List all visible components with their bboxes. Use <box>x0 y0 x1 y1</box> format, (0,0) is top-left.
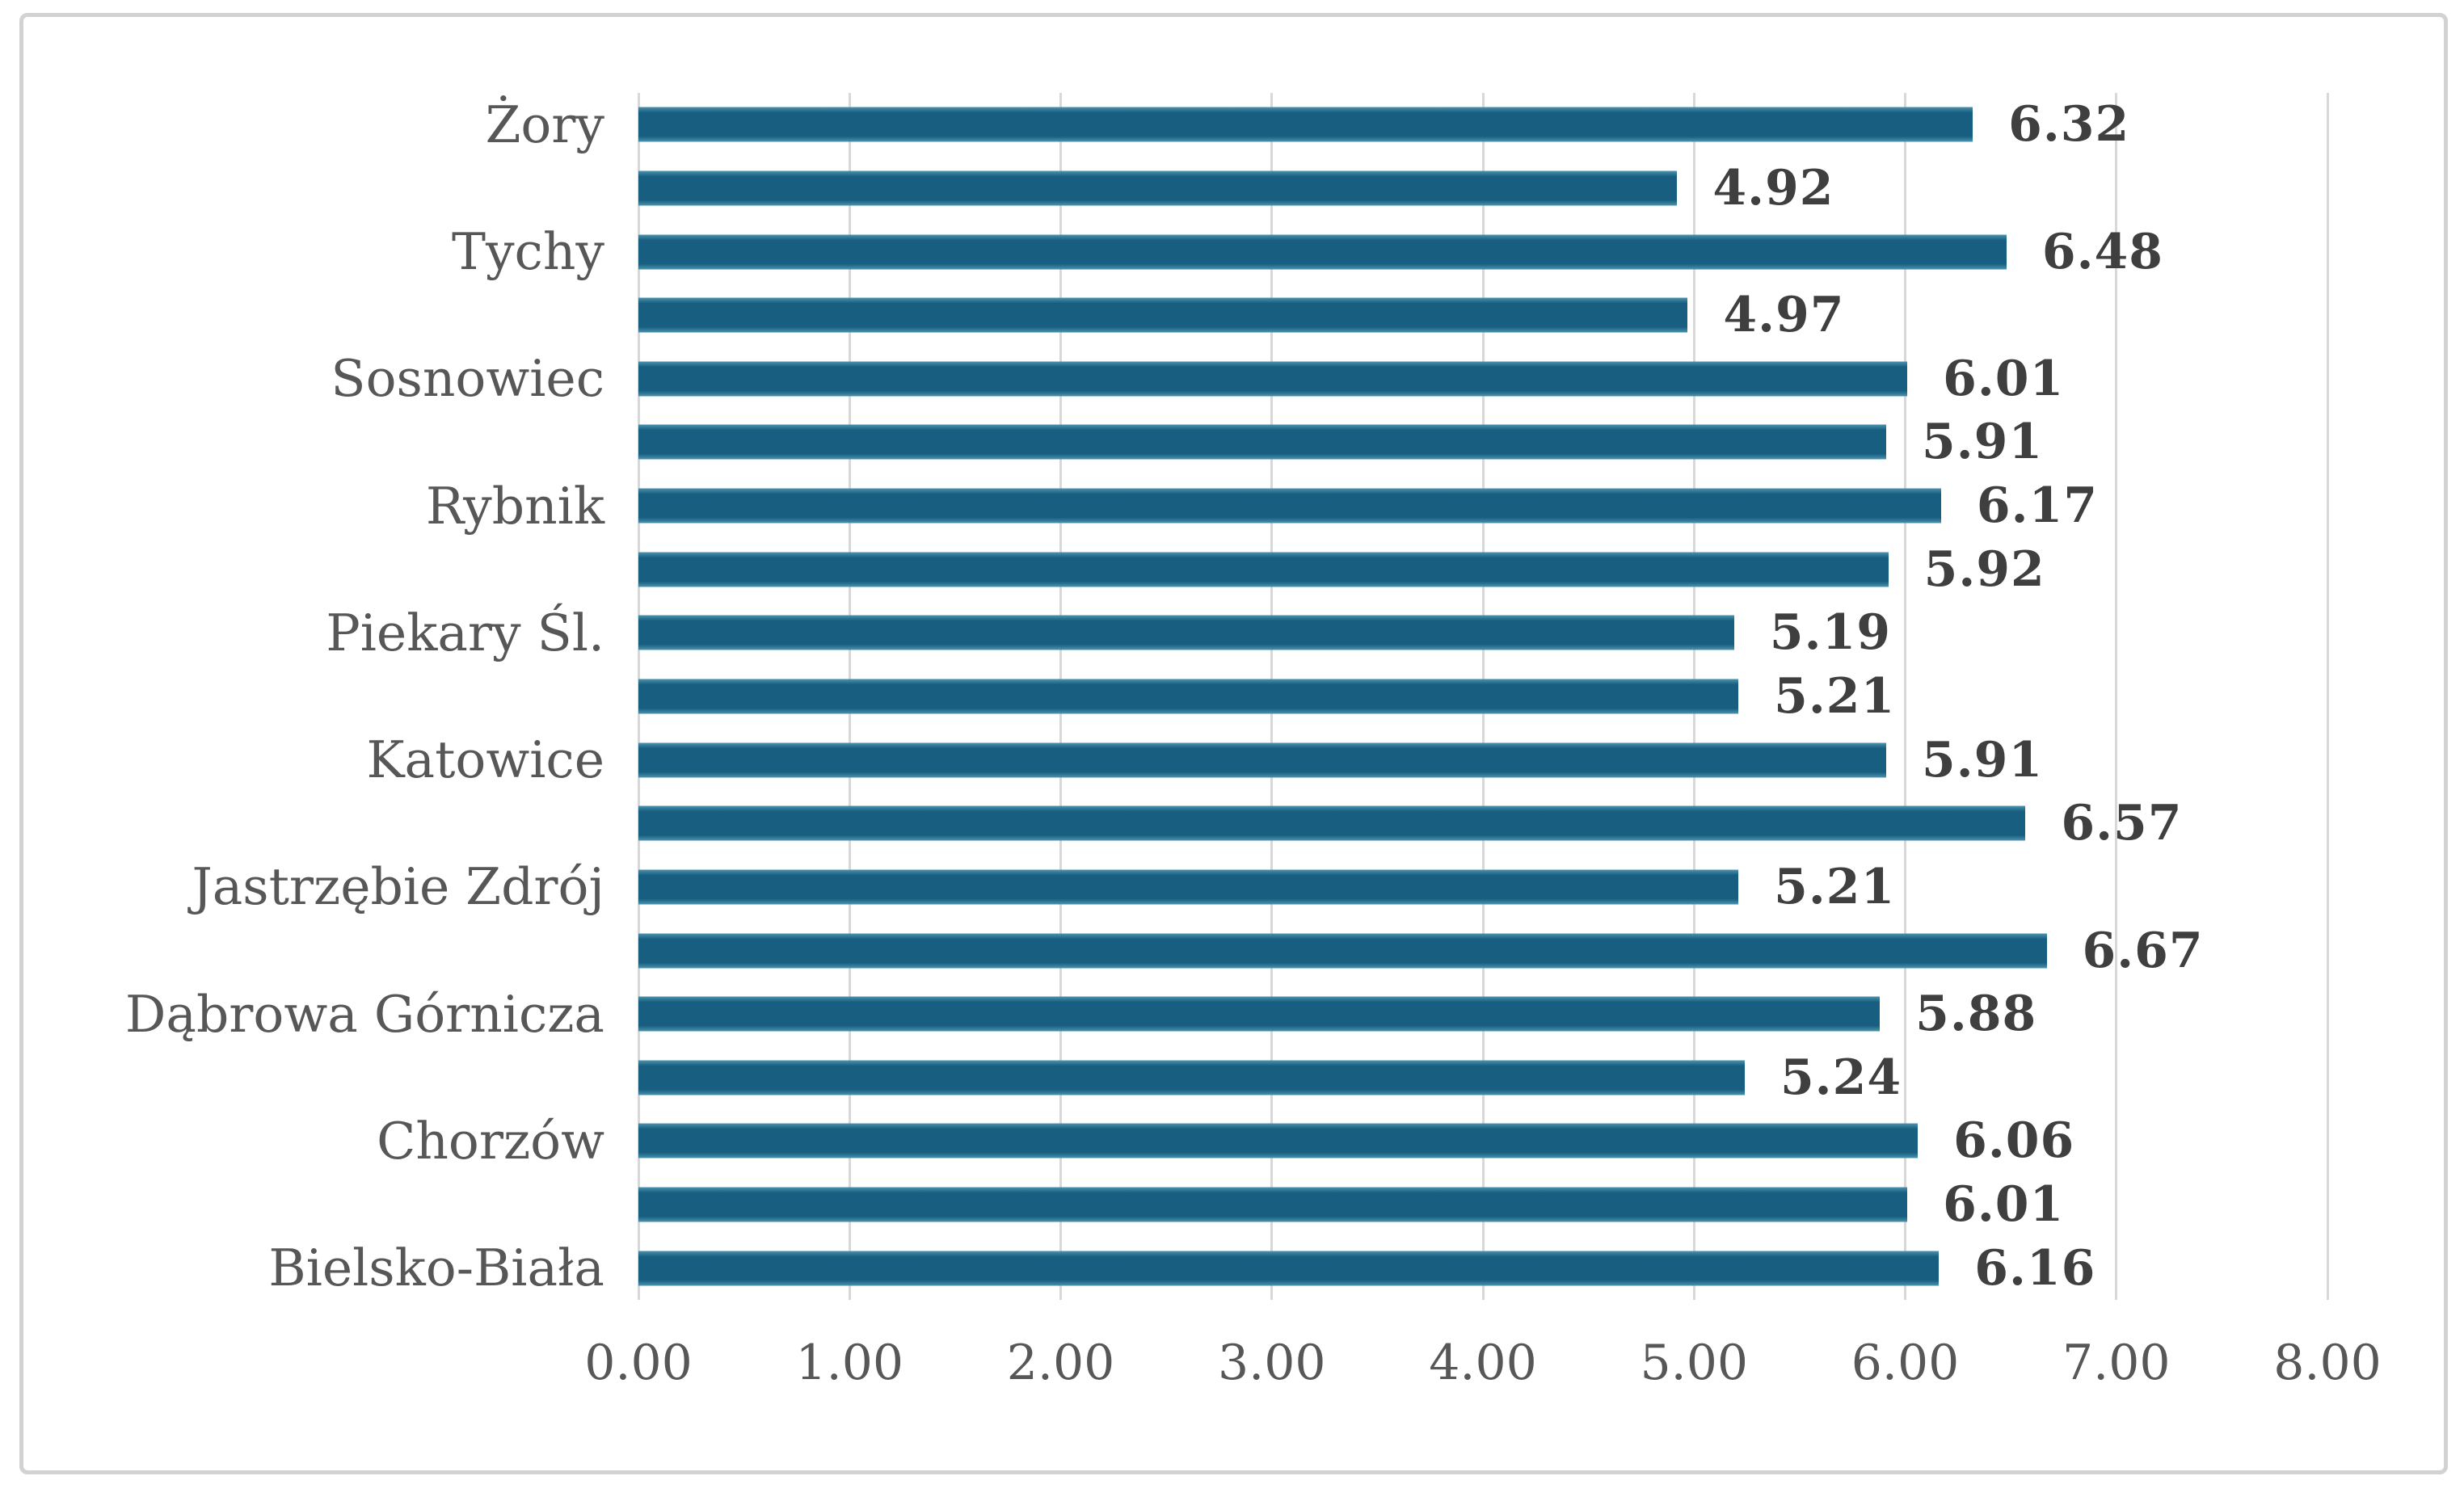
bar-row: 5.21 <box>638 856 2327 919</box>
bar-row: 6.06 <box>638 1109 2327 1173</box>
bar-value-label: 6.01 <box>1943 1176 2065 1234</box>
bar-value-label: 6.32 <box>2008 96 2130 153</box>
bar-row: 4.92 <box>638 157 2327 221</box>
bar <box>638 805 2026 841</box>
category-label: Dąbrowa Górnicza <box>124 984 604 1044</box>
bar-value-label: 6.67 <box>2082 922 2204 979</box>
bar <box>638 996 1881 1032</box>
bar-row: 6.32 <box>638 93 2327 157</box>
category-label: Piekary Śl. <box>326 603 604 662</box>
bar <box>638 170 1678 206</box>
bar-row: 6.48 <box>638 220 2327 284</box>
bar <box>638 107 1973 142</box>
bar-value-label: 6.48 <box>2041 223 2164 280</box>
bar-value-label: 5.21 <box>1774 858 1896 915</box>
bar-value-label: 6.16 <box>1974 1239 2096 1297</box>
bar-row: 6.57 <box>638 792 2327 856</box>
bar-row: 5.88 <box>638 982 2327 1046</box>
bar-value-label: 5.91 <box>1921 414 2044 471</box>
x-tick-label: 5.00 <box>1640 1335 1749 1391</box>
category-label: Katowice <box>366 730 604 790</box>
bar-value-label: 4.92 <box>1712 159 1834 217</box>
bar <box>638 742 1886 778</box>
bar <box>638 679 1739 714</box>
category-label: Rybnik <box>425 476 604 536</box>
bar-value-label: 5.21 <box>1774 667 1896 725</box>
category-axis: Żory Tychy Sosnowiec Rybnik Piekary Śl. Katow… <box>0 93 604 1300</box>
bar <box>638 933 2047 969</box>
bar-row: 6.67 <box>638 919 2327 982</box>
bar-row: 5.21 <box>638 665 2327 729</box>
x-tick-label: 0.00 <box>584 1335 693 1391</box>
x-tick-label: 7.00 <box>2062 1335 2171 1391</box>
x-tick-label: 1.00 <box>795 1335 904 1391</box>
category-label: Sosnowiec <box>331 349 604 409</box>
category-label: Bielsko-Biała <box>268 1238 604 1298</box>
bar-value-label: 6.06 <box>1953 1112 2075 1170</box>
x-tick-label: 2.00 <box>1006 1335 1115 1391</box>
bar-row: 6.01 <box>638 347 2327 411</box>
gridline <box>1904 93 1906 1300</box>
bar-row: 5.24 <box>638 1045 2327 1109</box>
gridline <box>2115 93 2118 1300</box>
bar <box>638 869 1739 905</box>
bar-value-label: 5.91 <box>1921 731 2044 788</box>
bar-value-label: 5.19 <box>1769 604 1892 662</box>
bar-value-label: 6.57 <box>2061 795 2183 852</box>
bar-value-label: 5.92 <box>1923 540 2045 598</box>
bar-row: 5.91 <box>638 728 2327 792</box>
bar-value-label: 4.97 <box>1723 287 1845 344</box>
bar-row: 5.19 <box>638 601 2327 665</box>
bar <box>638 1251 1940 1286</box>
category-label: Jastrzębie Zdrój <box>192 857 604 917</box>
bar <box>638 488 1941 524</box>
bar-value-label: 5.88 <box>1915 986 2037 1043</box>
bar-value-label: 5.24 <box>1780 1049 1902 1106</box>
bar <box>638 615 1734 650</box>
bar-value-label: 6.17 <box>1976 477 2099 535</box>
bar <box>638 1187 1908 1222</box>
category-label: Tychy <box>451 222 604 282</box>
bar-row: 5.92 <box>638 537 2327 601</box>
bar <box>638 1060 1745 1095</box>
x-tick-label: 8.00 <box>2273 1335 2382 1391</box>
bar-row: 6.01 <box>638 1173 2327 1237</box>
category-label: Żory <box>485 95 604 154</box>
bar-row: 6.16 <box>638 1236 2327 1300</box>
bar <box>638 297 1688 333</box>
bar-row: 5.91 <box>638 410 2327 474</box>
bar-row: 4.97 <box>638 284 2327 347</box>
x-tick-label: 6.00 <box>1851 1335 1960 1391</box>
plot-area: 6.32 4.92 6.48 4.97 6.01 5.91 6.17 5.92 5.19 5.21… <box>637 93 2329 1300</box>
gridline <box>2326 93 2329 1300</box>
bar <box>638 234 2007 270</box>
category-label: Chorzów <box>377 1111 604 1171</box>
bar <box>638 424 1886 460</box>
bar <box>638 361 1908 397</box>
bar-value-label: 6.01 <box>1943 350 2065 407</box>
x-tick-label: 4.00 <box>1429 1335 1537 1391</box>
bar <box>638 1123 1919 1158</box>
value-axis: 0.00 1.00 2.00 3.00 4.00 5.00 6.00 7.00 8.00 <box>584 1335 2382 1415</box>
bar <box>638 552 1889 587</box>
bar-row: 6.17 <box>638 474 2327 538</box>
x-tick-label: 3.00 <box>1217 1335 1326 1391</box>
